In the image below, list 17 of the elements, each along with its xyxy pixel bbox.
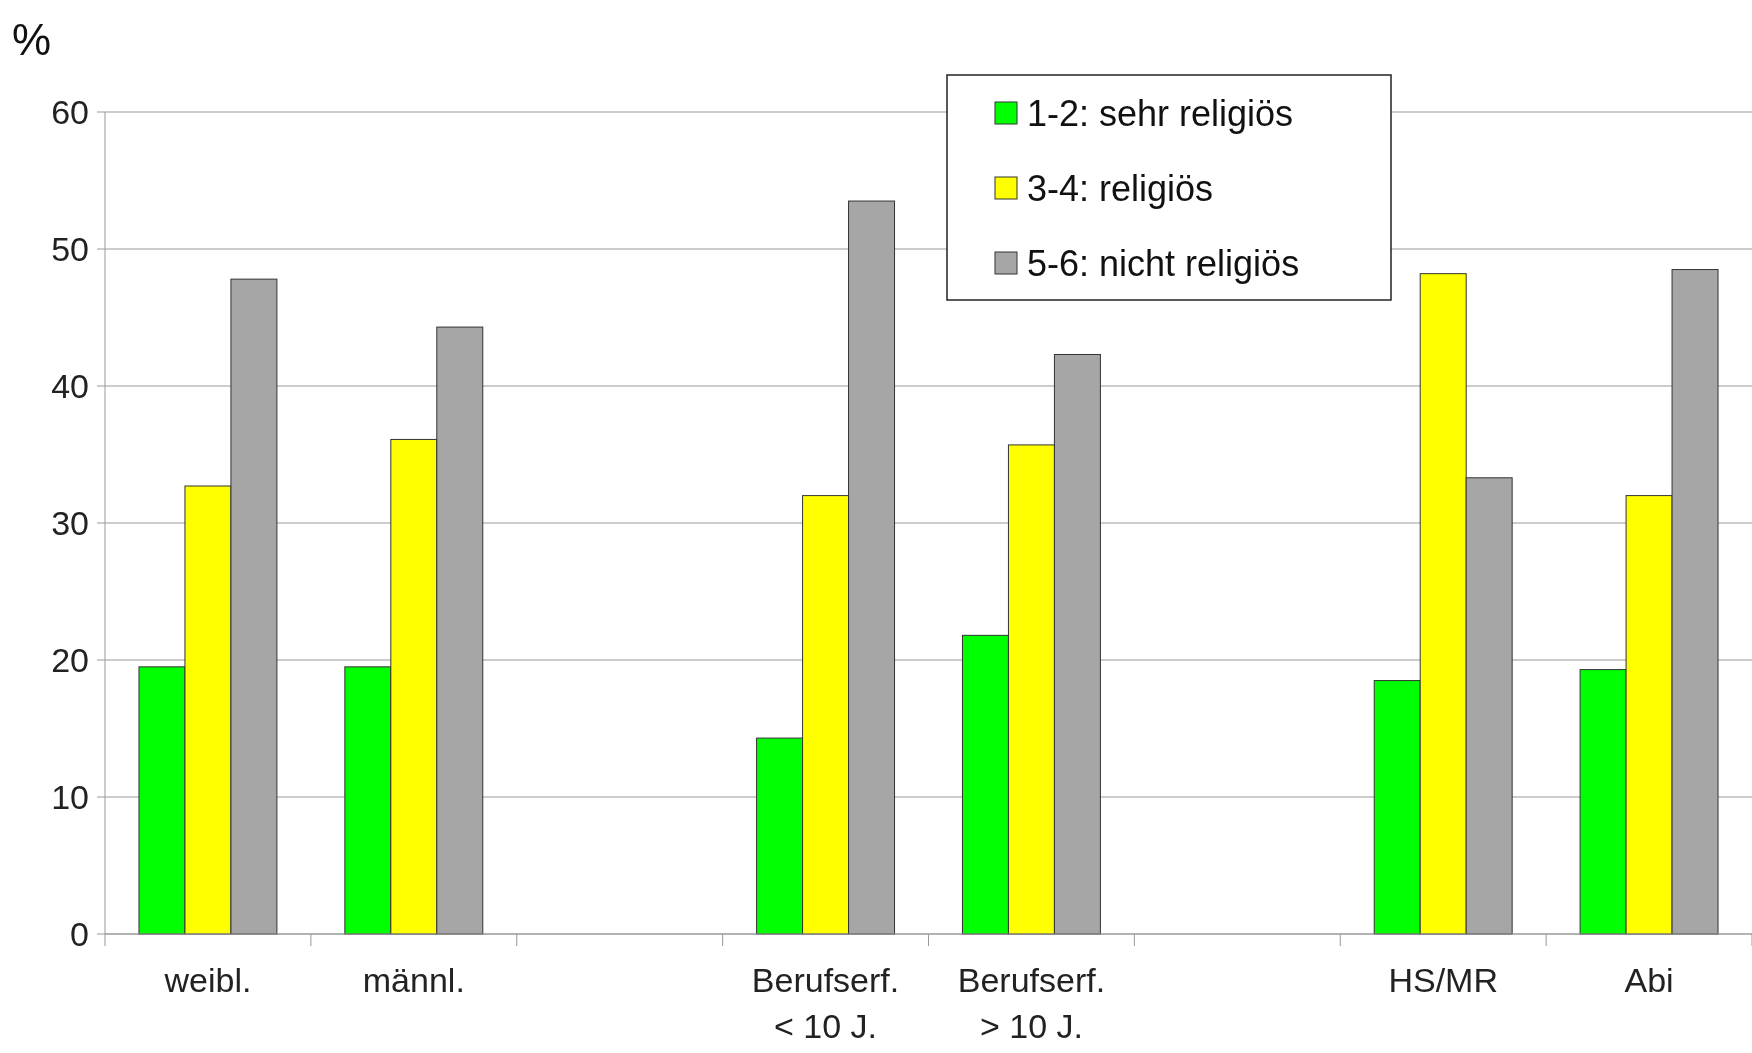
y-tick-label: 10 bbox=[51, 778, 89, 816]
y-tick-label: 0 bbox=[70, 915, 89, 953]
x-tick-label: männl. bbox=[362, 961, 465, 999]
legend-label: 5-6: nicht religiös bbox=[1027, 242, 1300, 284]
y-axis-title: % bbox=[12, 15, 52, 64]
y-tick-label: 50 bbox=[51, 230, 89, 268]
legend-label: 1-2: sehr religiös bbox=[1027, 92, 1294, 134]
x-tick-label: HS/MR bbox=[1388, 961, 1498, 999]
x-tick-label: Berufserf. > 10 J. bbox=[957, 961, 1106, 1045]
y-tick-label: 20 bbox=[51, 641, 89, 679]
y-tick-label: 30 bbox=[51, 504, 89, 542]
x-tick-label: Berufserf. < 10 J. bbox=[751, 961, 900, 1045]
y-tick-label: 40 bbox=[51, 367, 89, 405]
y-tick-label: 60 bbox=[51, 93, 89, 131]
x-tick-label: weibl. bbox=[163, 961, 252, 999]
x-tick-label: Abi bbox=[1624, 961, 1674, 999]
legend-label: 3-4: religiös bbox=[1027, 167, 1214, 209]
